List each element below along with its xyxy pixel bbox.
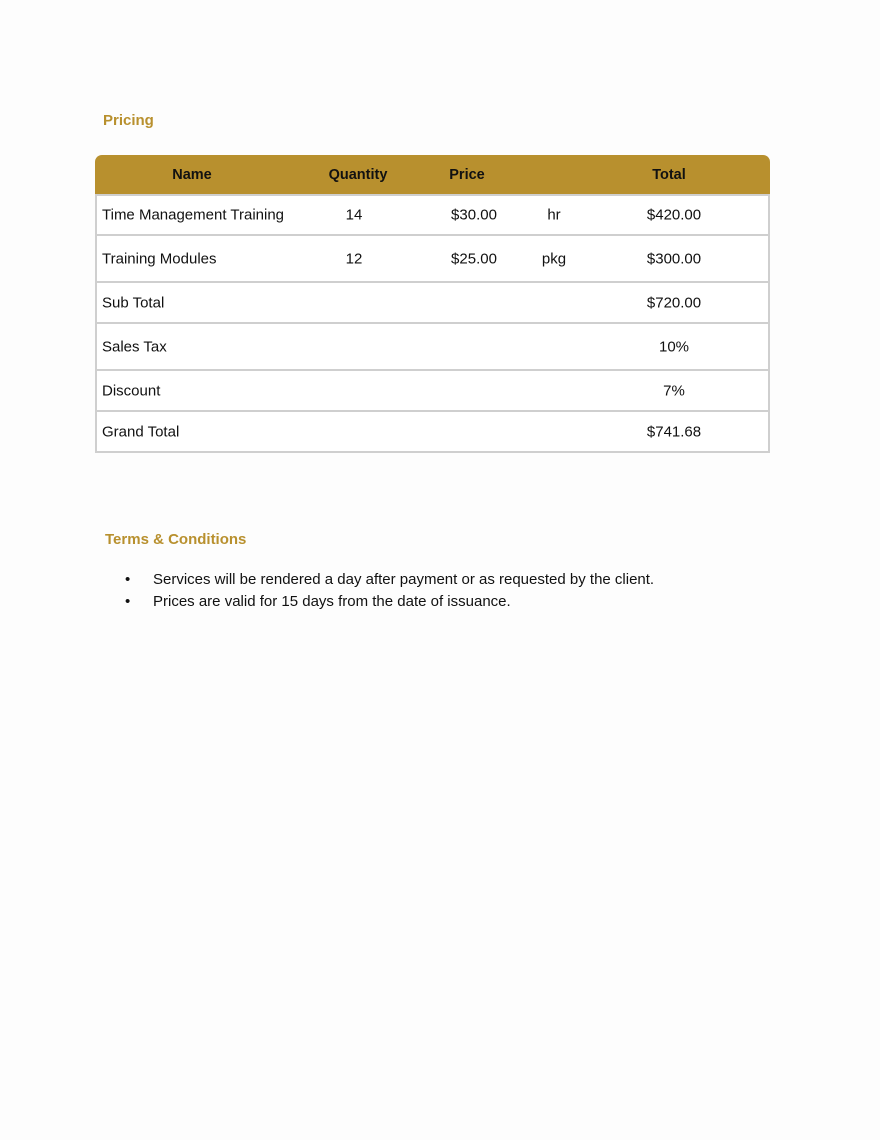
summary-label: Grand Total bbox=[102, 423, 180, 440]
summary-label: Sub Total bbox=[102, 294, 165, 311]
list-item: • Prices are valid for 15 days from the d… bbox=[125, 593, 654, 615]
item-price: $30.00 bbox=[451, 206, 497, 224]
summary-label: Discount bbox=[102, 382, 161, 399]
item-unit: hr bbox=[547, 206, 561, 224]
item-quantity: 12 bbox=[345, 250, 363, 267]
item-name: Time Management Training bbox=[102, 206, 285, 224]
item-price: $25.00 bbox=[451, 250, 497, 267]
summary-label: Sales Tax bbox=[102, 338, 167, 355]
header-quantity: Quantity bbox=[328, 167, 388, 183]
summary-row-grand-total: Grand Total $741.68 bbox=[95, 412, 770, 453]
summary-row-sales-tax: Sales Tax 10% bbox=[95, 324, 770, 371]
item-total: $420.00 bbox=[646, 206, 702, 224]
header-name: Name bbox=[172, 167, 212, 183]
item-unit: pkg bbox=[541, 250, 567, 267]
bullet-icon: • bbox=[125, 571, 131, 588]
table-row: Time Management Training 14 $30.00 hr $4… bbox=[95, 194, 770, 236]
header-total: Total bbox=[652, 167, 686, 183]
item-total: $300.00 bbox=[646, 250, 702, 267]
list-item: • Services will be rendered a day after p… bbox=[125, 571, 654, 593]
item-name: Training Modules bbox=[102, 250, 217, 267]
pricing-table: Name Quantity Price Total Time Managemen… bbox=[95, 155, 770, 453]
summary-value: 7% bbox=[663, 382, 685, 399]
summary-value: 10% bbox=[658, 338, 690, 355]
table-header: Name Quantity Price Total bbox=[95, 155, 770, 194]
terms-list: • Services will be rendered a day after p… bbox=[125, 571, 654, 615]
summary-row-subtotal: Sub Total $720.00 bbox=[95, 283, 770, 324]
header-price: Price bbox=[449, 167, 485, 183]
item-quantity: 14 bbox=[345, 206, 363, 224]
summary-value: $720.00 bbox=[646, 294, 702, 311]
summary-value: $741.68 bbox=[646, 423, 702, 440]
pricing-heading: Pricing bbox=[103, 112, 154, 129]
term-text: Prices are valid for 15 days from the da… bbox=[153, 593, 511, 610]
terms-heading: Terms & Conditions bbox=[105, 531, 247, 548]
summary-row-discount: Discount 7% bbox=[95, 371, 770, 412]
table-row: Training Modules 12 $25.00 pkg $300.00 bbox=[95, 236, 770, 283]
bullet-icon: • bbox=[125, 593, 131, 610]
term-text: Services will be rendered a day after pa… bbox=[153, 571, 655, 588]
